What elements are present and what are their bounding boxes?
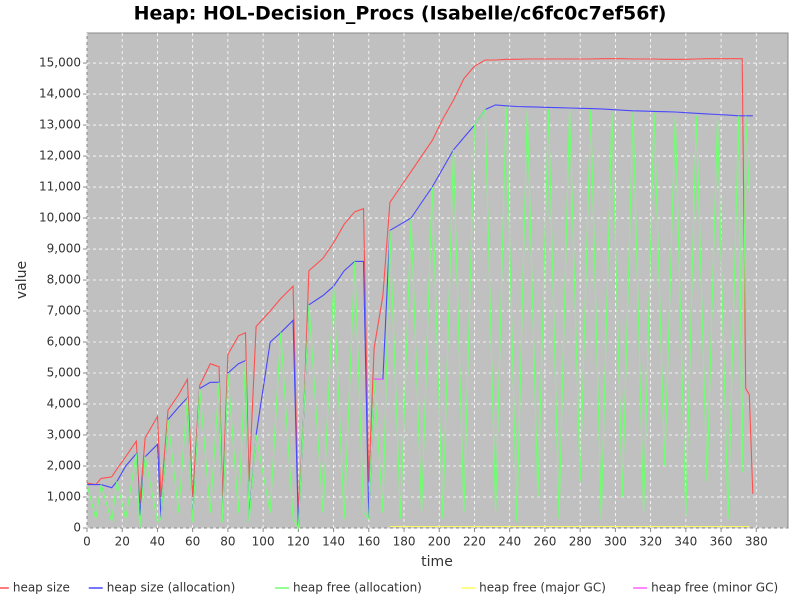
x-tick-label: 280 <box>569 535 592 549</box>
x-tick-label: 140 <box>322 535 345 549</box>
y-tick-label: 11,000 <box>39 180 81 194</box>
legend-label: heap free (minor GC) <box>651 581 778 595</box>
y-tick-label: 2,000 <box>47 459 81 473</box>
series-line <box>86 106 750 530</box>
x-tick-label: 180 <box>393 535 416 549</box>
x-tick-label: 40 <box>150 535 165 549</box>
x-tick-label: 300 <box>604 535 627 549</box>
legend-label: heap free (major GC) <box>479 581 606 595</box>
x-tick-label: 340 <box>674 535 697 549</box>
y-axis-title: value <box>14 261 30 299</box>
y-tick-label: 15,000 <box>39 56 81 70</box>
legend-label: heap free (allocation) <box>293 581 422 595</box>
y-tick-label: 9,000 <box>47 242 81 256</box>
legend-label: heap size (allocation) <box>107 581 236 595</box>
series-line <box>87 104 753 529</box>
plot-area <box>86 32 789 529</box>
x-tick-label: 260 <box>533 535 556 549</box>
x-tick-label: 80 <box>220 535 235 549</box>
x-tick-label: 200 <box>428 535 451 549</box>
x-tick-label: 380 <box>745 535 768 549</box>
x-tick-label: 160 <box>357 535 380 549</box>
series-line <box>86 58 754 513</box>
x-tick-label: 120 <box>287 535 310 549</box>
y-tick-label: 6,000 <box>47 335 81 349</box>
x-tick-label: 100 <box>252 535 275 549</box>
x-tick-label: 240 <box>498 535 521 549</box>
chart-title: Heap: HOL-Decision_Procs (Isabelle/c6fc0… <box>134 3 667 25</box>
y-tick-label: 1,000 <box>47 490 81 504</box>
x-tick-label: 360 <box>710 535 733 549</box>
y-tick-label: 14,000 <box>39 87 81 101</box>
x-axis-title: time <box>421 554 453 570</box>
y-tick-label: 8,000 <box>47 273 81 287</box>
x-tick-label: 220 <box>463 535 486 549</box>
legend-label: heap size <box>13 581 70 595</box>
x-tick-label: 0 <box>83 535 91 549</box>
y-tick-label: 0 <box>73 521 81 535</box>
y-tick-label: 10,000 <box>39 211 81 225</box>
y-tick-label: 5,000 <box>47 366 81 380</box>
y-tick-label: 3,000 <box>47 428 81 442</box>
x-tick-label: 20 <box>115 535 130 549</box>
y-tick-label: 4,000 <box>47 397 81 411</box>
y-tick-label: 7,000 <box>47 304 81 318</box>
x-tick-label: 320 <box>639 535 662 549</box>
x-tick-label: 60 <box>185 535 200 549</box>
y-tick-label: 13,000 <box>39 118 81 132</box>
y-tick-label: 12,000 <box>39 149 81 163</box>
